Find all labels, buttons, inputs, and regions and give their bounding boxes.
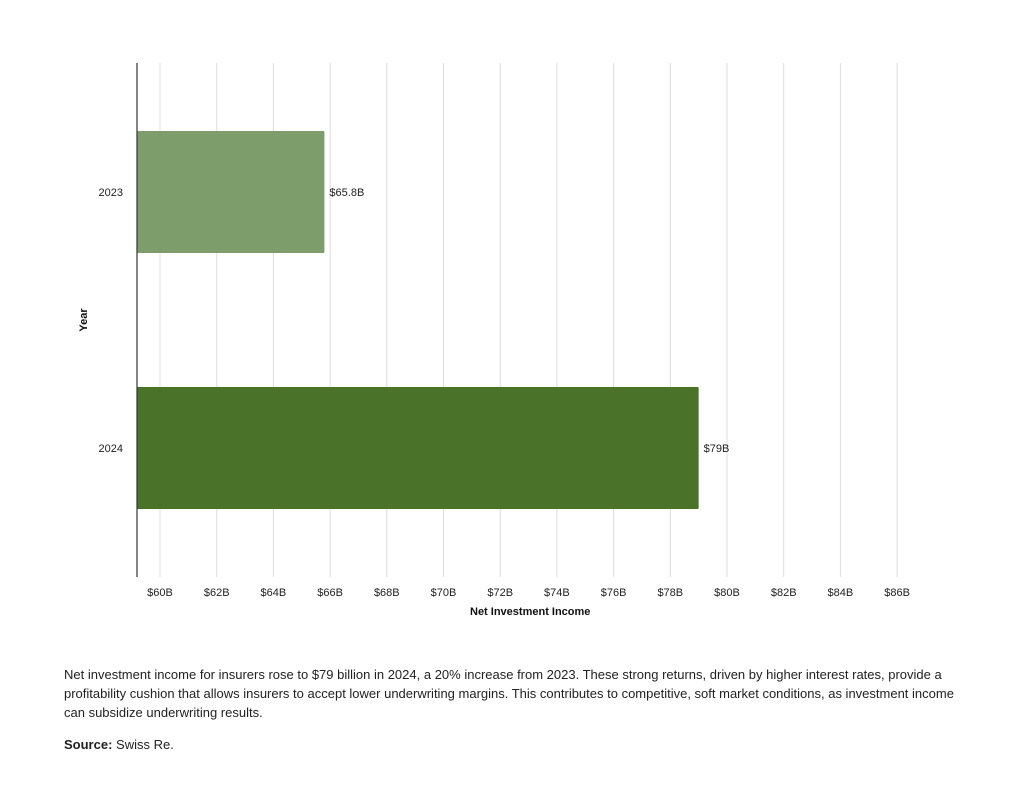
x-tick-label: $72B <box>487 587 513 599</box>
x-axis-title: Net Investment Income <box>470 606 590 618</box>
data-label: $65.8B <box>329 187 364 199</box>
y-axis-title: Year <box>78 308 90 332</box>
x-tick-label: $84B <box>828 587 854 599</box>
x-tick-label: $64B <box>261 587 287 599</box>
x-tick-label: $66B <box>317 587 343 599</box>
source-label: Source: <box>64 737 113 752</box>
bar-2023 <box>137 131 325 253</box>
source-text: Swiss Re. <box>112 737 174 752</box>
x-tick-label: $80B <box>714 587 740 599</box>
y-tick-label: 2023 <box>99 187 123 199</box>
x-tick-label: $70B <box>431 587 457 599</box>
bar-chart: $60B $62B $64B $66B $68B $70B $72B $74B $76B $78B… <box>78 63 910 618</box>
bar-2024 <box>137 387 699 509</box>
x-tick-label: $86B <box>884 587 910 599</box>
x-tick-label: $82B <box>771 587 797 599</box>
x-tick-label: $60B <box>147 587 173 599</box>
x-tick-label: $76B <box>601 587 627 599</box>
y-tick-label: 2024 <box>99 443 123 455</box>
x-tick-label: $78B <box>657 587 683 599</box>
x-tick-label: $62B <box>204 587 230 599</box>
chart-description: Net investment income for insurers rose … <box>64 667 954 720</box>
data-label: $79B <box>704 443 730 455</box>
x-tick-label: $74B <box>544 587 570 599</box>
source-note: Source: Swiss Re. <box>64 737 174 752</box>
x-tick-label: $68B <box>374 587 400 599</box>
